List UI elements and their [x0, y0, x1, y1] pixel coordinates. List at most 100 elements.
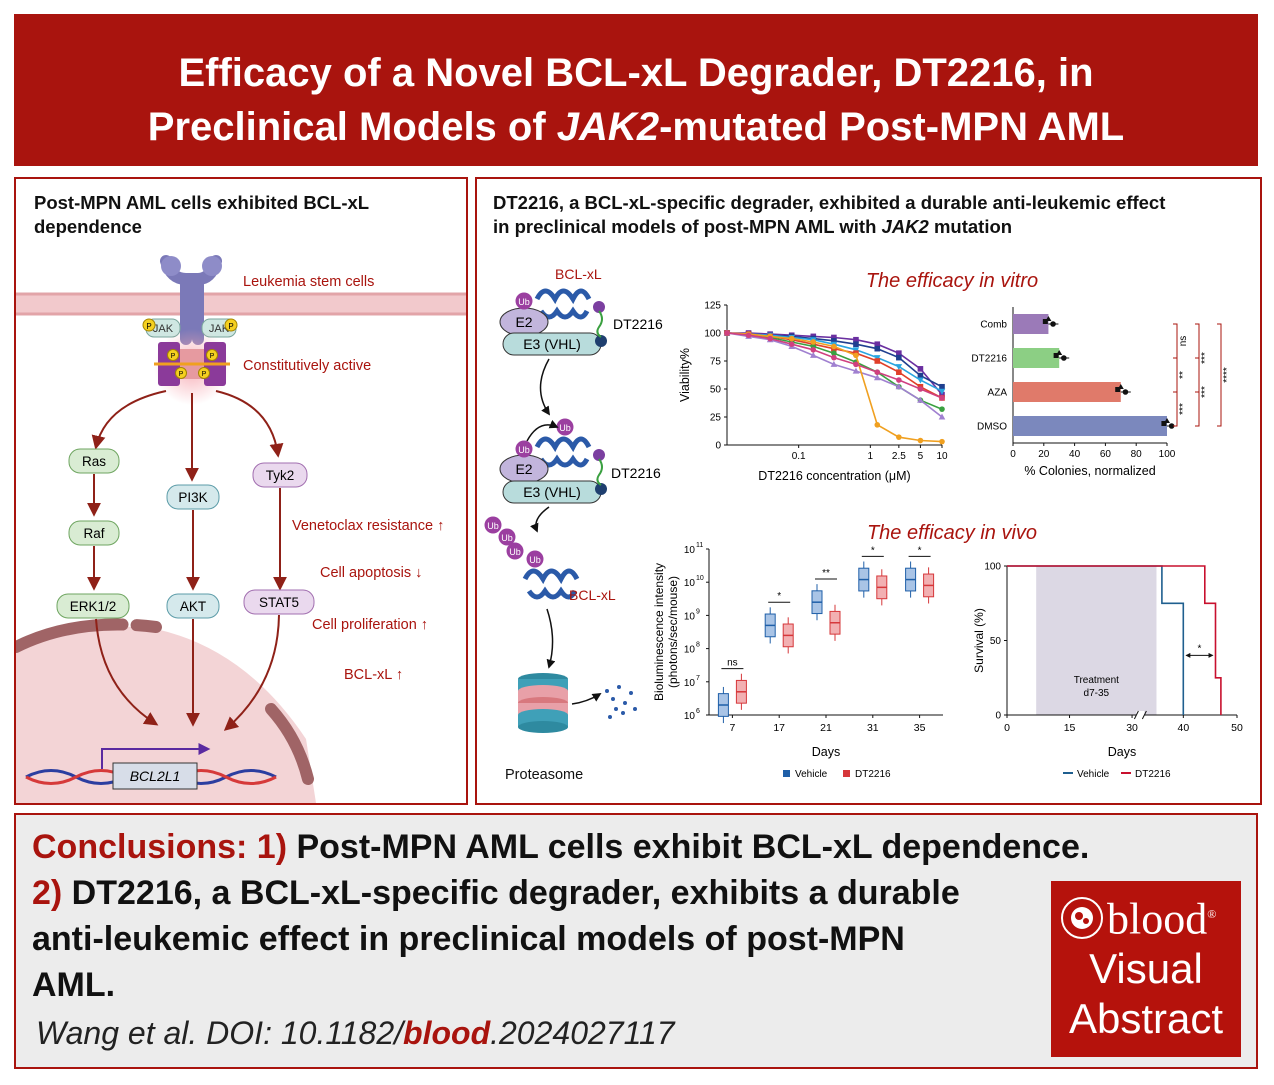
y-tick-base: 10 [684, 578, 696, 589]
data-point [788, 335, 795, 342]
significance-bracket [1173, 391, 1178, 427]
data-point [1115, 387, 1121, 392]
viability-chart: 0 25 50 75 100 125 0.1 1 2.5 5 10 DT2216 concentrat… [678, 301, 948, 484]
x-tick-label: 30 [1126, 722, 1138, 734]
receptor-icon [160, 255, 222, 345]
data-point [1161, 421, 1167, 426]
data-point [938, 413, 946, 420]
left-panel-title: Post-MPN AML cells exhibited BCL-xL depe… [34, 192, 370, 237]
data-point [874, 422, 881, 428]
data-point [939, 383, 945, 390]
node-stat5: STAT5 [243, 589, 315, 615]
node-erk: ERK1/2 [56, 593, 130, 619]
x-tick-label: 2.5 [892, 451, 906, 462]
y-tick-label: 100 [984, 562, 1001, 573]
svg-text:E2: E2 [515, 461, 532, 477]
significance-bracket [1195, 357, 1200, 427]
significance-label: *** [1200, 386, 1211, 398]
data-point [938, 388, 946, 395]
svg-text:BCL-xL: BCL-xL [555, 266, 602, 282]
data-point [788, 341, 795, 347]
conclusion-line-4: AML. [32, 966, 116, 1004]
x-tick-label: 7 [729, 722, 735, 734]
x-tick-label: 0 [1010, 449, 1016, 460]
data-point [917, 377, 924, 384]
y-tick-base: 10 [684, 678, 696, 689]
left-panel: Post-MPN AML cells exhibited BCL-xL depe… [14, 177, 468, 805]
blood-logo: blood® Visual Abstract [1051, 881, 1241, 1057]
x-tick-label: 35 [914, 722, 926, 734]
y-axis-label: Viability% [678, 348, 692, 402]
data-point [939, 438, 945, 445]
data-point [873, 355, 881, 362]
svg-text:BCL-xL: BCL-xL [569, 587, 616, 603]
data-point [831, 354, 837, 361]
data-point [1050, 321, 1056, 327]
node-tyk2: Tyk2 [252, 462, 308, 488]
y-tick-label: 0 [995, 711, 1001, 722]
node-akt: AKT [166, 593, 220, 619]
data-point [853, 341, 859, 347]
x-tick-label: 40 [1177, 722, 1189, 734]
label-cell-apoptosis: Cell apoptosis ↓ [320, 565, 422, 581]
svg-text:Ub: Ub [501, 533, 513, 543]
proteasome-icon [518, 673, 568, 733]
data-point [745, 332, 752, 339]
y-tick-exponent: 8 [696, 642, 700, 649]
data-point [810, 347, 817, 353]
svg-text:E2: E2 [515, 314, 532, 330]
category-label: AZA [988, 388, 1008, 399]
ash-seal-icon [1061, 897, 1103, 939]
data-point [896, 369, 902, 375]
x-tick-label: 17 [773, 722, 785, 734]
svg-text:E3 (VHL): E3 (VHL) [523, 484, 581, 500]
data-point [939, 395, 945, 401]
title-line-1: Efficacy of a Novel BCL-xL Degrader, DT2… [178, 51, 1094, 95]
significance-bracket [1217, 323, 1222, 427]
node-raf: Raf [68, 520, 120, 546]
legend-swatch [783, 770, 790, 777]
legend-label: DT2216 [1135, 769, 1171, 780]
y-tick-base: 10 [684, 645, 696, 656]
data-point [1117, 384, 1124, 389]
svg-text:DT2216: DT2216 [611, 465, 661, 481]
svg-text:P: P [202, 371, 207, 378]
degradation-mechanism: BCL-xL E2 Ub E3 (VHL) DT2216 Ub [484, 266, 663, 783]
x-axis-label: Days [1108, 745, 1136, 759]
y-tick-label: 75 [710, 357, 722, 368]
right-panel-title: DT2216, a BCL-xL-specific degrader, exhi… [493, 192, 1166, 237]
data-point [1122, 389, 1129, 395]
x-tick-label: 50 [1231, 722, 1243, 734]
svg-text:DT2216: DT2216 [613, 316, 663, 332]
cell-membrane [16, 294, 466, 314]
bar [1013, 314, 1049, 334]
data-point [874, 358, 881, 364]
y-tick-label: 50 [710, 385, 722, 396]
data-point [831, 350, 837, 356]
data-point [896, 354, 902, 361]
data-point [809, 351, 817, 358]
data-point [1053, 353, 1059, 358]
significance-label: * [777, 591, 781, 602]
logo-blood-text: blood® [1107, 894, 1217, 944]
svg-text:JAK: JAK [209, 323, 230, 335]
data-point [917, 372, 924, 379]
category-label: Comb [980, 320, 1007, 331]
data-point [874, 345, 881, 352]
legend-label: Vehicle [1077, 769, 1110, 780]
data-point [1045, 316, 1052, 321]
bar [1013, 382, 1121, 402]
svg-text:STAT5: STAT5 [259, 595, 299, 610]
significance-label: * [918, 545, 922, 556]
svg-text:AKT: AKT [180, 599, 206, 614]
legend-label: Vehicle [795, 769, 828, 780]
x-tick-label: 0 [1004, 722, 1010, 734]
data-point [1056, 350, 1063, 355]
ubiquitinated-bclxl: Ub Ub Ub Ub BCL-xL [484, 516, 616, 603]
y-tick-exponent: 10 [696, 575, 704, 582]
data-point [939, 406, 945, 412]
data-point [896, 350, 902, 356]
conclusion-line-2: 2) DT2216, a BCL-xL-specific degrader, e… [32, 874, 960, 912]
peptide-fragments-icon [605, 685, 637, 719]
svg-text:P: P [171, 353, 176, 360]
